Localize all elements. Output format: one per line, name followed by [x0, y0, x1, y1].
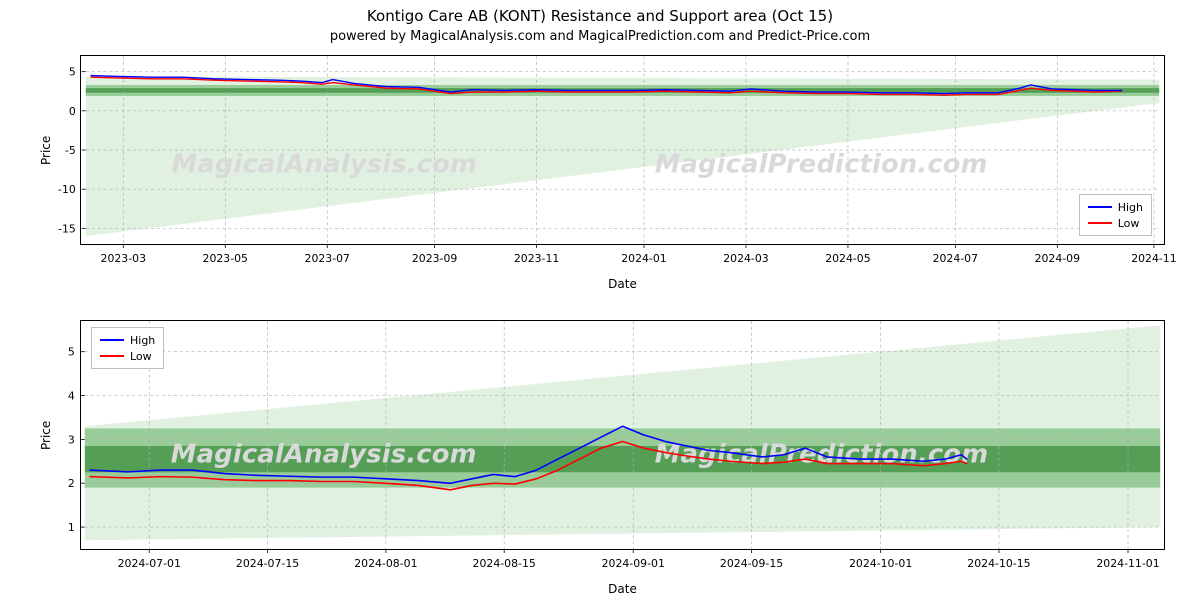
- svg-text:2023-07: 2023-07: [305, 252, 350, 265]
- top-chart-panel: MagicalAnalysis.com MagicalPrediction.com…: [80, 55, 1165, 245]
- svg-text:2024-07: 2024-07: [933, 252, 978, 265]
- svg-text:-10: -10: [58, 183, 76, 196]
- svg-text:5: 5: [68, 346, 75, 359]
- legend-swatch-high-b: [100, 339, 124, 341]
- sub-title: powered by MagicalAnalysis.com and Magic…: [0, 29, 1200, 46]
- top-xlabel: Date: [80, 277, 1165, 291]
- svg-text:5: 5: [69, 66, 76, 79]
- svg-text:2023-03: 2023-03: [101, 252, 147, 265]
- svg-text:MagicalPrediction.com: MagicalPrediction.com: [655, 150, 988, 180]
- bottom-xlabel: Date: [80, 582, 1165, 596]
- svg-text:0: 0: [69, 105, 76, 118]
- svg-text:2023-05: 2023-05: [203, 252, 248, 265]
- top-chart-svg: MagicalAnalysis.com MagicalPrediction.com…: [81, 56, 1164, 244]
- svg-text:2024-10-01: 2024-10-01: [849, 557, 912, 570]
- legend-label-low: Low: [1118, 217, 1140, 230]
- svg-text:2: 2: [68, 477, 75, 490]
- svg-text:2024-03: 2024-03: [723, 252, 769, 265]
- legend-bottom: High Low: [91, 327, 164, 369]
- bottom-chart-panel: MagicalAnalysis.comMagicalPrediction.com…: [80, 320, 1165, 550]
- svg-text:2024-10-15: 2024-10-15: [967, 557, 1030, 570]
- main-title: Kontigo Care AB (KONT) Resistance and Su…: [0, 6, 1200, 27]
- svg-text:MagicalAnalysis.com: MagicalAnalysis.com: [172, 150, 477, 180]
- legend-swatch-low-b: [100, 355, 124, 357]
- legend-row-high-b: High: [100, 332, 155, 348]
- legend-row-low: Low: [1088, 215, 1143, 231]
- svg-text:1: 1: [68, 521, 75, 534]
- svg-text:2024-01: 2024-01: [621, 252, 666, 265]
- svg-text:-5: -5: [65, 144, 76, 157]
- legend-top: High Low: [1079, 194, 1152, 236]
- legend-label-high: High: [1118, 201, 1143, 214]
- legend-swatch-high: [1088, 206, 1112, 208]
- svg-text:2024-11-01: 2024-11-01: [1096, 557, 1159, 570]
- svg-text:2023-09: 2023-09: [412, 252, 458, 265]
- svg-text:2024-09: 2024-09: [1035, 252, 1081, 265]
- svg-text:2024-05: 2024-05: [825, 252, 870, 265]
- page-root: Kontigo Care AB (KONT) Resistance and Su…: [0, 0, 1200, 600]
- legend-row-low-b: Low: [100, 348, 155, 364]
- bottom-chart-svg: MagicalAnalysis.comMagicalPrediction.com…: [81, 321, 1164, 549]
- svg-text:2024-09-15: 2024-09-15: [720, 557, 783, 570]
- title-block: Kontigo Care AB (KONT) Resistance and Su…: [0, 0, 1200, 46]
- top-ylabel: Price: [39, 136, 53, 165]
- svg-text:-15: -15: [58, 222, 76, 235]
- svg-text:MagicalAnalysis.com: MagicalAnalysis.com: [171, 439, 477, 469]
- legend-row-high: High: [1088, 199, 1143, 215]
- svg-text:2024-08-01: 2024-08-01: [354, 557, 417, 570]
- svg-text:2024-11: 2024-11: [1131, 252, 1176, 265]
- legend-swatch-low: [1088, 222, 1112, 224]
- svg-text:3: 3: [68, 433, 75, 446]
- svg-text:2023-11: 2023-11: [514, 252, 559, 265]
- bottom-ylabel: Price: [39, 421, 53, 450]
- legend-label-low-b: Low: [130, 350, 152, 363]
- svg-text:4: 4: [68, 390, 75, 403]
- svg-text:2024-09-01: 2024-09-01: [602, 557, 665, 570]
- legend-label-high-b: High: [130, 334, 155, 347]
- svg-text:2024-07-15: 2024-07-15: [236, 557, 299, 570]
- svg-text:2024-08-15: 2024-08-15: [473, 557, 536, 570]
- svg-text:2024-07-01: 2024-07-01: [118, 557, 181, 570]
